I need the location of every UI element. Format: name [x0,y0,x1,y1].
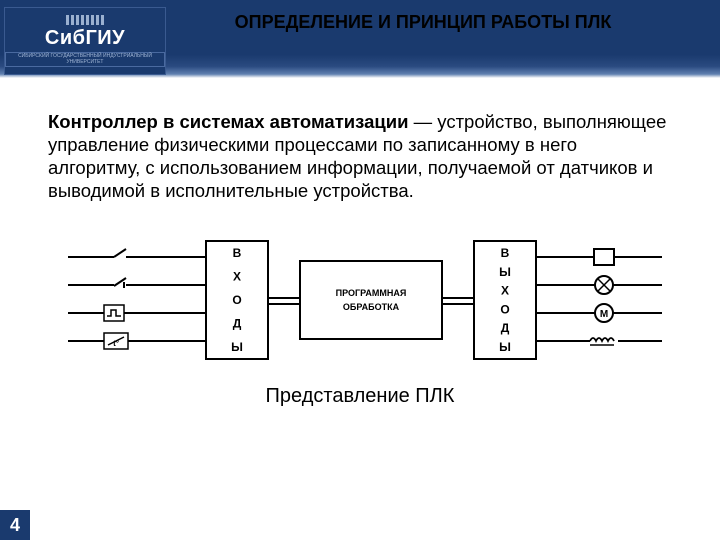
svg-text:ПРОГРАММНАЯ: ПРОГРАММНАЯ [336,288,407,298]
diagram-caption: Представление ПЛК [48,385,672,408]
svg-text:О: О [232,293,241,307]
svg-text:Ы: Ы [499,264,511,278]
logo: СибГИУ СИБИРСКИЙ ГОСУДАРСТВЕННЫЙ ИНДУСТР… [4,7,166,75]
svg-text:Д: Д [501,321,510,335]
logo-text: СибГИУ [45,27,125,50]
svg-text:В: В [501,246,510,260]
svg-text:Х: Х [501,283,509,297]
svg-text:О: О [500,302,509,316]
content-area: Контроллер в системах автоматизации — ус… [0,78,720,408]
header-bar: СибГИУ СИБИРСКИЙ ГОСУДАРСТВЕННЫЙ ИНДУСТР… [0,0,720,78]
slide-title: ОПРЕДЕЛЕНИЕ И ПРИНЦИП РАБОТЫ ПЛК [166,12,720,33]
svg-text:t°: t° [113,339,119,348]
definition-dash: — [409,111,438,132]
logo-subtext: СИБИРСКИЙ ГОСУДАРСТВЕННЫЙ ИНДУСТРИАЛЬНЫЙ… [5,52,165,67]
svg-text:Ы: Ы [231,340,243,354]
svg-text:В: В [233,246,242,260]
svg-text:Ы: Ы [499,340,511,354]
definition-term: Контроллер в системах автоматизации [48,111,409,132]
page-number: 4 [0,510,30,540]
logo-ornament [66,15,104,25]
svg-text:ОБРАБОТКА: ОБРАБОТКА [343,302,400,312]
svg-text:М: М [600,309,608,320]
definition-paragraph: Контроллер в системах автоматизации — ус… [48,110,672,203]
svg-text:Х: Х [233,269,241,283]
svg-text:Д: Д [233,316,242,330]
plc-diagram: ВХОДЫПРОГРАММНАЯОБРАБОТКАВЫХОДЫt°М [48,231,682,371]
